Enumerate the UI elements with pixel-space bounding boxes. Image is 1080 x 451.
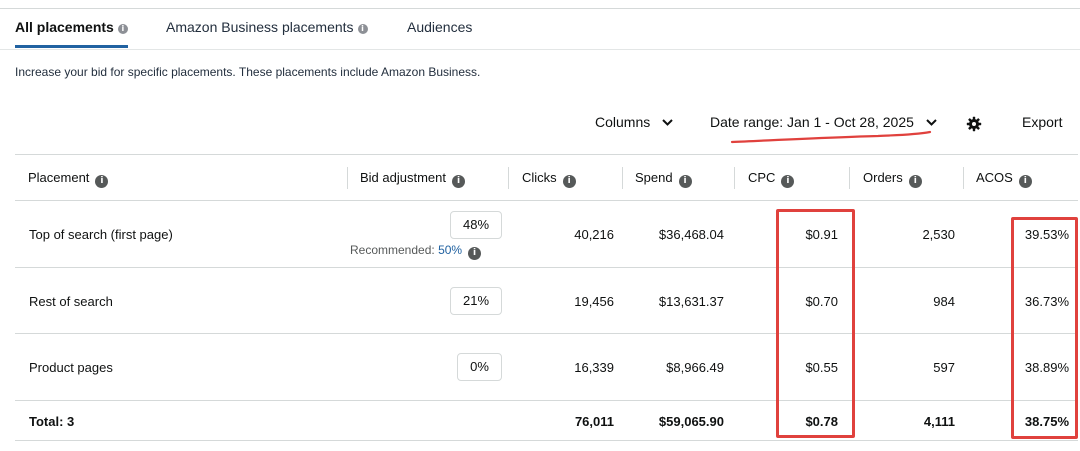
- table-top-border: [15, 154, 1078, 155]
- placement-name: Rest of search: [29, 294, 113, 309]
- placements-description: Increase your bid for specific placement…: [15, 65, 481, 79]
- info-icon[interactable]: i: [95, 175, 109, 188]
- info-icon[interactable]: i: [117, 24, 128, 34]
- info-icon[interactable]: i: [452, 175, 465, 188]
- date-range-dropdown[interactable]: Date range: Jan 1 - Oct 28, 2025: [710, 114, 937, 130]
- tab-audiences[interactable]: Audiences: [407, 9, 472, 47]
- table-row: Top of search (first page) 48% Recommend…: [15, 201, 1078, 268]
- table-row: Product pages 0% 16,339 $8,966.49 $0.55 …: [15, 334, 1078, 401]
- spend-value: $13,631.37: [658, 294, 724, 309]
- total-spend: $59,065.90: [658, 414, 724, 429]
- total-cpc: $0.78: [805, 414, 838, 429]
- header-label: Spend: [635, 170, 673, 185]
- header-clicks[interactable]: Clicks i: [522, 155, 576, 200]
- spend-value: $36,468.04: [658, 227, 724, 242]
- placement-name: Product pages: [29, 360, 113, 375]
- acos-value: 38.89%: [1024, 360, 1069, 375]
- total-orders: 4,111: [923, 414, 955, 429]
- orders-value: 597: [933, 360, 955, 375]
- header-label: CPC: [748, 170, 776, 185]
- info-icon[interactable]: i: [562, 175, 576, 188]
- header-label: Clicks: [522, 170, 557, 185]
- total-clicks: 76,011: [574, 414, 614, 429]
- red-underline-annotation: [730, 130, 932, 144]
- columns-dropdown[interactable]: Columns: [595, 114, 673, 130]
- clicks-value: 16,339: [574, 360, 614, 375]
- tab-amazon-business-placements[interactable]: Amazon Business placements i: [166, 9, 368, 47]
- info-icon[interactable]: i: [357, 24, 368, 34]
- cpc-value: $0.55: [805, 360, 838, 375]
- columns-label: Columns: [595, 114, 651, 130]
- clicks-value: 40,216: [574, 227, 614, 242]
- header-placement[interactable]: Placement i: [28, 155, 109, 200]
- spend-value: $8,966.49: [666, 360, 724, 375]
- column-divider: [622, 167, 623, 189]
- tab-label: All placements: [15, 19, 114, 35]
- orders-value: 984: [933, 294, 955, 309]
- gear-icon[interactable]: [966, 116, 982, 132]
- export-button[interactable]: Export: [1022, 114, 1063, 130]
- header-spend[interactable]: Spend i: [635, 155, 692, 200]
- info-icon[interactable]: i: [468, 247, 482, 260]
- placement-name: Top of search (first page): [29, 227, 173, 242]
- table-header: Placement i Bid adjustment i Clicks i Spend…: [15, 155, 1078, 201]
- orders-value: 2,530: [922, 227, 955, 242]
- column-divider: [849, 167, 850, 189]
- column-divider: [734, 167, 735, 189]
- table-total-row: Total: 3 76,011 $59,065.90 $0.78 4,111 3…: [15, 401, 1078, 441]
- header-label: Orders: [863, 170, 903, 185]
- bid-adjustment-input[interactable]: 48%: [450, 211, 502, 239]
- recommended-bid: Recommended: 50% i: [350, 243, 482, 260]
- header-label: ACOS: [976, 170, 1013, 185]
- info-icon[interactable]: i: [1018, 175, 1032, 188]
- clicks-value: 19,456: [574, 294, 614, 309]
- acos-value: 39.53%: [1024, 227, 1069, 242]
- table-row: Rest of search 21% 19,456 $13,631.37 $0.…: [15, 268, 1078, 334]
- header-label: Placement: [28, 170, 90, 185]
- top-divider: [0, 8, 1080, 9]
- cpc-value: $0.70: [805, 294, 838, 309]
- header-orders[interactable]: Orders i: [863, 155, 922, 200]
- column-divider: [508, 167, 509, 189]
- total-label: Total: 3: [29, 414, 75, 429]
- total-acos: 38.75%: [1024, 414, 1069, 429]
- header-bid-adjustment[interactable]: Bid adjustment i: [360, 155, 465, 200]
- header-cpc[interactable]: CPC i: [748, 155, 795, 200]
- recommended-bid-link[interactable]: 50%: [438, 243, 463, 257]
- chevron-down-icon: [926, 119, 937, 126]
- info-icon[interactable]: i: [908, 175, 922, 188]
- chevron-down-icon: [662, 119, 673, 126]
- column-divider: [963, 167, 964, 189]
- placement-tabs: All placements i Amazon Business placemen…: [0, 9, 1080, 50]
- info-icon[interactable]: i: [678, 175, 692, 188]
- header-acos[interactable]: ACOS i: [976, 155, 1032, 200]
- info-icon[interactable]: i: [781, 175, 795, 188]
- tab-label: Audiences: [407, 19, 473, 35]
- acos-value: 36.73%: [1024, 294, 1069, 309]
- column-divider: [347, 167, 348, 189]
- cpc-value: $0.91: [805, 227, 838, 242]
- bid-adjustment-input[interactable]: 0%: [457, 353, 502, 381]
- tab-all-placements[interactable]: All placements i: [15, 9, 128, 48]
- date-range-label: Date range: Jan 1 - Oct 28, 2025: [710, 114, 914, 130]
- tab-label: Amazon Business placements: [166, 19, 354, 35]
- bid-adjustment-input[interactable]: 21%: [450, 287, 502, 315]
- header-label: Bid adjustment: [360, 170, 446, 185]
- recommended-label: Recommended:: [350, 243, 435, 257]
